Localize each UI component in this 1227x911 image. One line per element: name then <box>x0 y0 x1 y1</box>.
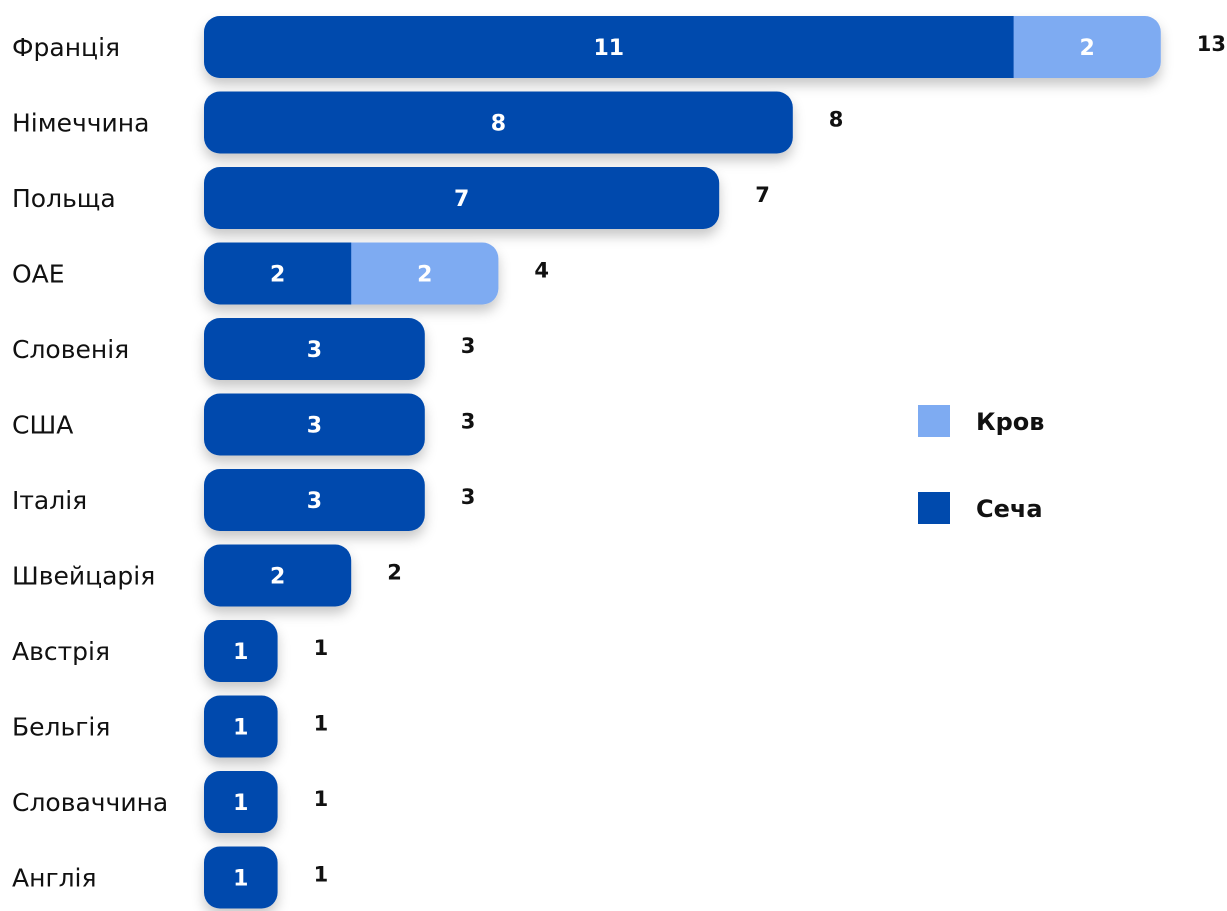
total-value-label: 3 <box>461 485 476 509</box>
bar-segment-Сеча <box>204 393 425 456</box>
chart-legend: Кров Сеча <box>918 405 1044 524</box>
total-value-label: 13 <box>1197 32 1226 56</box>
segment-value-label: 1 <box>233 716 248 741</box>
legend-item: Сеча <box>918 492 1043 524</box>
total-value-label: 1 <box>314 636 329 660</box>
bar-row: Бельгія 1 1 <box>12 695 329 758</box>
bar-segment-Сеча <box>204 91 793 154</box>
bar-row: Австрія 1 1 <box>12 620 328 682</box>
segment-value-label: 1 <box>233 791 248 816</box>
category-label: Польща <box>12 184 116 213</box>
bar-row: Словенія 3 3 <box>12 318 475 380</box>
category-label: Словенія <box>12 335 129 364</box>
legend-item: Кров <box>918 405 1044 437</box>
total-value-label: 3 <box>461 334 476 358</box>
bar-segment-Сеча <box>204 318 425 380</box>
category-label: Італія <box>12 486 87 515</box>
segment-value-label: 2 <box>1080 36 1095 61</box>
bar-segment-Сеча <box>204 771 278 833</box>
bar-row: ОАЕ 2 2 4 <box>12 242 549 305</box>
category-label: ОАЕ <box>12 260 65 289</box>
segment-value-label: 1 <box>233 640 248 665</box>
bar-segment-Сеча <box>204 242 352 305</box>
legend-swatch <box>918 405 950 437</box>
segment-value-label: 2 <box>270 565 285 590</box>
segment-value-label: 3 <box>307 414 322 439</box>
legend-label: Кров <box>976 408 1044 436</box>
total-value-label: 8 <box>829 108 844 132</box>
category-label: Словаччина <box>12 788 168 817</box>
category-label: Бельгія <box>12 713 110 742</box>
legend-swatch <box>918 492 950 524</box>
segment-value-label: 3 <box>307 338 322 363</box>
bar-segment-Сеча <box>204 695 278 758</box>
total-value-label: 4 <box>534 259 549 283</box>
bar-segment-Сеча <box>204 167 720 229</box>
bar-segment-Сеча <box>204 16 1014 78</box>
total-value-label: 1 <box>314 712 329 736</box>
total-value-label: 1 <box>314 863 329 887</box>
category-label: Австрія <box>12 637 110 666</box>
bar-row: США 3 3 <box>12 393 476 456</box>
category-label: Швейцарія <box>12 562 155 591</box>
total-value-label: 1 <box>314 787 329 811</box>
bar-row: Англія 1 1 <box>12 846 329 909</box>
total-value-label: 7 <box>755 183 770 207</box>
legend-label: Сеча <box>976 495 1043 523</box>
segment-value-label: 3 <box>307 489 322 514</box>
total-value-label: 3 <box>461 410 476 434</box>
bar-segment-Сеча <box>204 846 278 909</box>
segment-value-label: 7 <box>454 187 469 212</box>
segment-value-label: 8 <box>491 112 506 137</box>
category-label: США <box>12 411 73 440</box>
segment-value-label: 2 <box>417 263 432 288</box>
bar-row: Німеччина 8 8 <box>12 91 844 154</box>
bar-row: Італія 3 3 <box>12 469 475 531</box>
bar-segment-Сеча <box>204 620 278 682</box>
total-value-label: 2 <box>387 561 402 585</box>
segment-value-label: 2 <box>270 263 285 288</box>
segment-value-label: 1 <box>233 867 248 892</box>
bar-segment-Сеча <box>204 469 425 531</box>
segment-value-label: 11 <box>593 36 624 61</box>
category-label: Франція <box>12 33 120 62</box>
category-label: Англія <box>12 864 97 893</box>
category-label: Німеччина <box>12 109 149 138</box>
bar-row: Франція 11 2 13 <box>12 16 1226 78</box>
bar-row: Словаччина 1 1 <box>12 771 328 833</box>
bar-segment-Сеча <box>204 544 352 607</box>
bar-row: Польща 7 7 <box>12 167 770 229</box>
bar-row: Швейцарія 2 2 <box>12 544 402 607</box>
